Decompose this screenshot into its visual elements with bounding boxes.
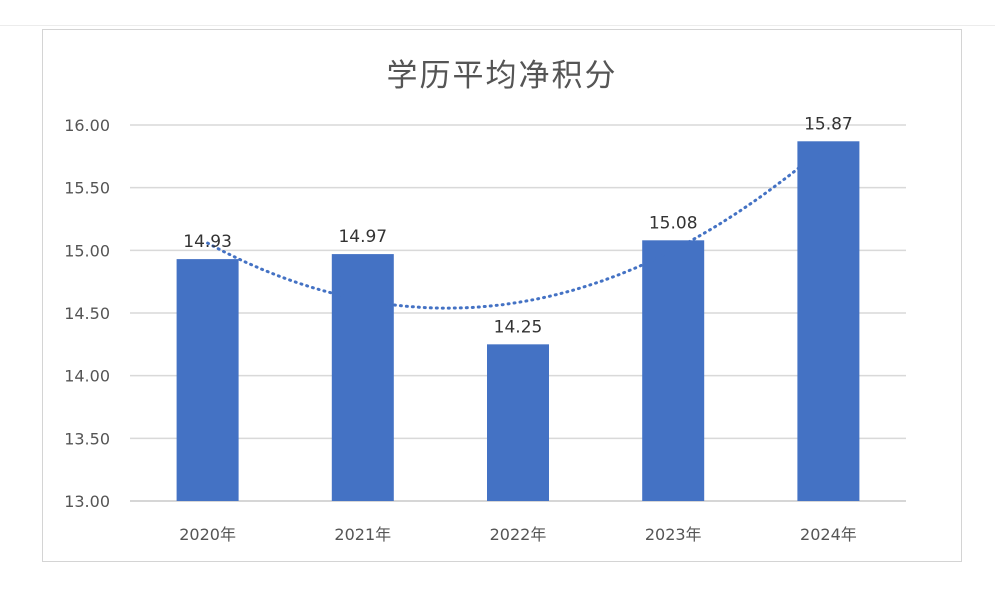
data-label-layer: 14.93 14.97 14.25 15.08 15.87 (183, 114, 852, 337)
bar-2023年 (642, 240, 705, 501)
y-tick-label: 13.50 (64, 429, 110, 448)
x-tick-label: 2020年 (179, 525, 236, 544)
x-tick-label: 2022年 (490, 525, 547, 544)
y-tick-label: 14.00 (64, 367, 110, 386)
x-tick-label: 2021年 (334, 525, 391, 544)
x-tick-label: 2023年 (645, 525, 702, 544)
data-label: 15.87 (804, 114, 853, 134)
y-tick-label: 16.00 (64, 116, 110, 135)
x-tick-label: 2024年 (800, 525, 857, 544)
data-label: 14.93 (183, 232, 232, 252)
y-axis-ticks: 13.00 13.50 14.00 14.50 15.00 15.50 16.00 (64, 116, 110, 511)
trendline-layer (206, 141, 830, 310)
bar-2022年 (487, 344, 549, 501)
data-label: 15.08 (649, 213, 698, 233)
bar-2024年 (797, 141, 860, 501)
y-tick-label: 14.50 (64, 304, 110, 323)
bar-2021年 (331, 254, 394, 501)
data-label: 14.97 (338, 227, 387, 247)
y-tick-label: 13.00 (64, 492, 110, 511)
x-axis-ticks: 2020年 2021年 2022年 2023年 2024年 (179, 525, 857, 544)
data-label: 14.25 (494, 317, 543, 337)
trendline (206, 141, 830, 310)
y-tick-label: 15.50 (64, 179, 110, 198)
bar-2020年 (176, 259, 239, 501)
chart-title: 学历平均净积分 (386, 58, 618, 94)
bar-layer (176, 141, 860, 501)
top-divider (0, 25, 995, 26)
y-tick-label: 15.00 (64, 241, 110, 260)
